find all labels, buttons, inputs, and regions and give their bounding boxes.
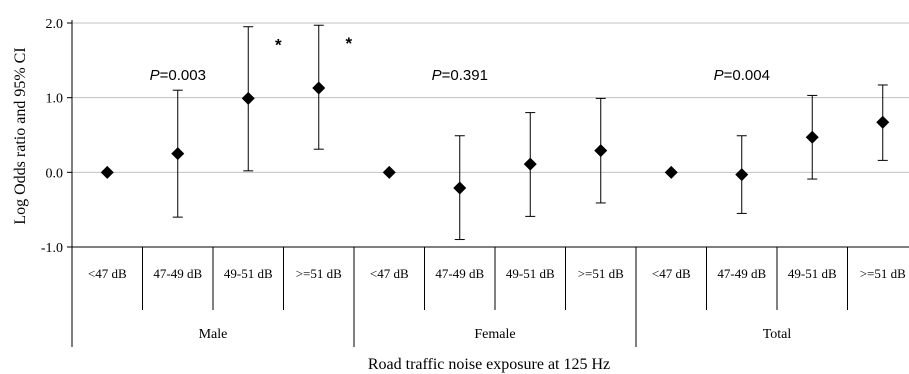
p-value-label: P=0.003 bbox=[150, 67, 206, 84]
p-value-prefix: P bbox=[150, 67, 160, 84]
data-points bbox=[100, 24, 890, 241]
p-value-number: =0.004 bbox=[724, 67, 770, 84]
category-label: <47 dB bbox=[652, 266, 691, 281]
category-label: 47-49 dB bbox=[153, 266, 202, 281]
data-point bbox=[523, 157, 537, 171]
y-tick-label: 0.0 bbox=[46, 166, 64, 181]
data-point bbox=[382, 165, 396, 179]
category-label: 49-51 dB bbox=[788, 266, 837, 281]
data-point bbox=[453, 181, 467, 195]
category-label: >=51 dB bbox=[578, 266, 624, 281]
group-label: Male bbox=[199, 327, 228, 342]
category-label: 47-49 dB bbox=[435, 266, 484, 281]
significance-marker: * bbox=[275, 36, 282, 55]
p-value-label: P=0.004 bbox=[714, 67, 770, 84]
p-value-number: =0.391 bbox=[442, 67, 488, 84]
p-value-prefix: P bbox=[432, 67, 442, 84]
data-point bbox=[171, 147, 185, 161]
y-tick-labels: -1.0 0.0 1.0 2.0 bbox=[41, 17, 63, 256]
category-label: 47-49 dB bbox=[717, 266, 766, 281]
axes bbox=[67, 20, 909, 347]
data-point bbox=[876, 115, 890, 129]
y-tick-label: 2.0 bbox=[46, 17, 64, 32]
category-label: >=51 dB bbox=[860, 266, 906, 281]
category-label: <47 dB bbox=[370, 266, 409, 281]
data-point bbox=[312, 81, 326, 95]
data-point bbox=[805, 130, 819, 144]
y-tick-label: -1.0 bbox=[41, 241, 63, 256]
y-tick-label: 1.0 bbox=[46, 92, 64, 107]
data-point bbox=[100, 165, 114, 179]
category-label: <47 dB bbox=[88, 266, 127, 281]
p-value-label: P=0.391 bbox=[432, 67, 488, 84]
category-label: 49-51 dB bbox=[506, 266, 555, 281]
data-point bbox=[594, 144, 608, 158]
data-point bbox=[735, 168, 749, 182]
y-axis-label: Log Odds ratio and 95% CI bbox=[12, 47, 29, 224]
category-label: 49-51 dB bbox=[224, 266, 273, 281]
data-point bbox=[664, 165, 678, 179]
p-value-number: =0.003 bbox=[160, 67, 206, 84]
group-label: Total bbox=[763, 327, 792, 342]
p-value-prefix: P bbox=[714, 67, 724, 84]
data-point bbox=[241, 91, 255, 105]
x-axis-label: Road traffic noise exposure at 125 Hz bbox=[368, 356, 610, 373]
category-label: >=51 dB bbox=[296, 266, 342, 281]
significance-marker: * bbox=[345, 34, 352, 53]
gridlines bbox=[72, 22, 909, 173]
category-table: <47 dB 47-49 dB 49-51 dB >=51 dB Male <47 dB 4… bbox=[88, 247, 906, 347]
group-label: Female bbox=[474, 327, 515, 342]
